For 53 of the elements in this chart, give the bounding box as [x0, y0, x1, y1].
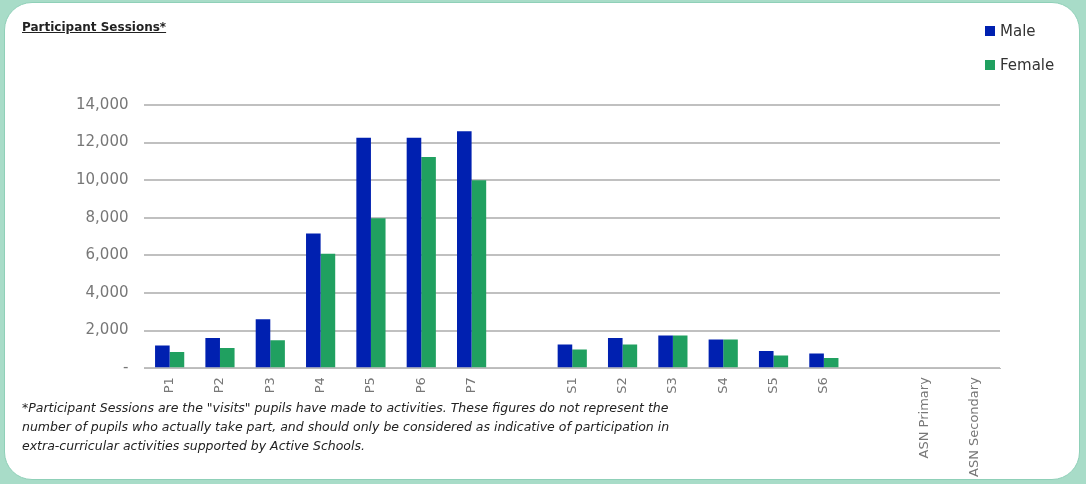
- y-tick-label: 6,000: [85, 245, 129, 264]
- x-tick-label: S2: [613, 377, 629, 394]
- bar: [809, 353, 824, 368]
- bar: [406, 137, 422, 368]
- legend-label: Female: [999, 56, 1055, 74]
- x-tick-label: S6: [815, 377, 831, 394]
- legend-label: Male: [999, 22, 1037, 40]
- bar: [205, 338, 220, 368]
- bar: [607, 337, 623, 368]
- bar: [723, 339, 738, 368]
- bar: [169, 351, 185, 368]
- y-tick-label: 10,000: [75, 170, 129, 189]
- bar: [708, 339, 724, 368]
- y-tick-label: 12,000: [75, 132, 129, 151]
- bar: [773, 355, 789, 368]
- y-tick-label: -: [123, 358, 129, 377]
- bar: [622, 344, 638, 368]
- bar: [155, 345, 170, 368]
- y-tick-label: 8,000: [85, 207, 129, 226]
- bar: [306, 233, 321, 368]
- bar: [356, 137, 371, 368]
- bar: [255, 319, 271, 368]
- bar: [672, 335, 688, 368]
- bar: [557, 344, 573, 368]
- bar: [370, 218, 386, 368]
- x-tick-label: P2: [211, 377, 227, 394]
- bar: [457, 131, 472, 368]
- x-tick-label: P6: [412, 377, 428, 394]
- x-tick-label: ASN Primary: [915, 376, 931, 459]
- bar: [758, 351, 774, 368]
- x-tick-label: P1: [161, 377, 177, 394]
- bar: [421, 156, 436, 368]
- bar: [219, 348, 235, 368]
- x-tick-label: S5: [764, 377, 780, 394]
- chart-title: Participant Sessions*: [22, 20, 167, 34]
- y-tick-label: 14,000: [75, 94, 129, 113]
- bar: [572, 349, 587, 368]
- x-tick-label: S1: [563, 377, 579, 394]
- x-tick-label: P5: [362, 377, 378, 394]
- bar: [823, 358, 839, 368]
- x-tick-label: P7: [462, 377, 478, 394]
- x-tick-label: S4: [714, 377, 730, 394]
- x-tick-label: P4: [312, 377, 327, 394]
- y-tick-label: 4,000: [85, 282, 129, 301]
- x-tick-label: P3: [261, 377, 277, 394]
- x-tick-label: ASN Secondary: [966, 376, 982, 478]
- bar: [658, 335, 673, 368]
- y-tick-label: 2,000: [85, 320, 129, 339]
- text: *Participant Sessions are the "visits" pupils have made to activities. These figures do not represent the number of pupils who actually take part, and should only be considered as indicative of participation in extra-curricular activities supported by Active Schools.: [22, 399, 671, 455]
- x-tick-label: S3: [664, 377, 680, 394]
- bar: [270, 340, 285, 368]
- bar: [471, 180, 487, 368]
- bar: [320, 253, 336, 368]
